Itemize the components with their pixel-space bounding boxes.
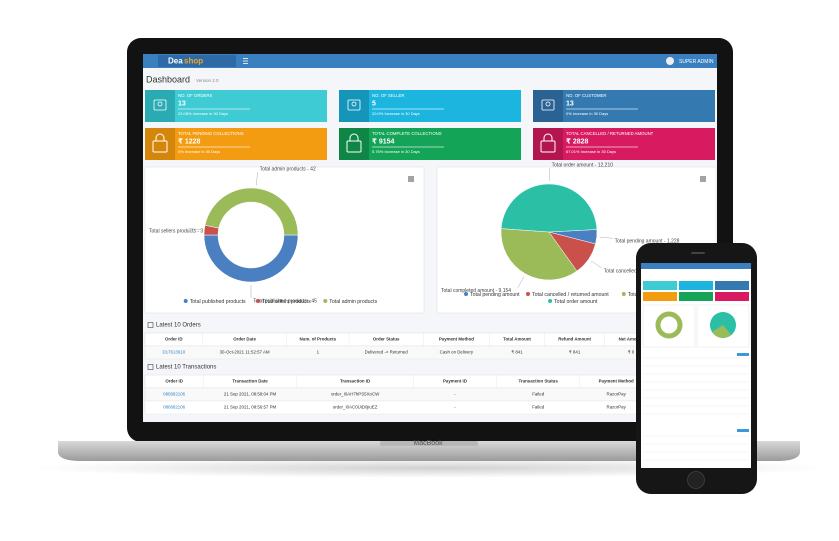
logo-accent: shop [184, 57, 203, 66]
column-header: Payment Method [599, 379, 634, 384]
legend-swatch [323, 299, 327, 303]
card-value: 13 [566, 100, 574, 107]
phone-card [643, 292, 677, 301]
column-header: Total Amount [503, 337, 531, 342]
table-cell: ₹ 841 [511, 350, 523, 355]
table-cell: 080682106 [163, 392, 186, 397]
user-name: SUPER ADMIN [679, 59, 714, 65]
column-header: Transaction Date [232, 379, 268, 384]
phone-button [737, 429, 749, 432]
card-value: 13 [178, 100, 186, 107]
card-title: TOTAL CANCELLED / RETURNED AMOUNT [566, 131, 654, 136]
table-cell: order_I0AH7hPS5XoCW [331, 392, 380, 397]
table-cell: 30-Oct-2021 11:52:57 AM [220, 350, 270, 355]
card-value: 5 [372, 100, 376, 107]
card-value: ₹ 1228 [178, 137, 200, 145]
slice-label: Total order amount - 12,210 [552, 162, 614, 168]
page-version: Version 2.0 [196, 78, 219, 83]
slice-label: Total admin products - 42 [260, 167, 316, 173]
table-cell: ₹ 0 [628, 350, 635, 355]
column-header: Order Date [233, 337, 256, 342]
legend-label: Total published products [190, 299, 246, 305]
phone-card [715, 292, 749, 301]
table-cell: Failed [532, 405, 545, 410]
card-title: NO. OF CUSTOMER [566, 93, 607, 98]
card-note: 0% Increase in 30 Days [178, 149, 220, 154]
legend-label: Total cancelled / returned amount [532, 292, 609, 298]
legend-swatch [184, 299, 188, 303]
table-cell: 080682106 [163, 405, 186, 410]
phone [636, 243, 757, 494]
table-cell: Cash on Delivery [440, 350, 474, 355]
card-title: TOTAL COMPLETE COLLECTIONS [372, 131, 442, 136]
card-note: 0% Increase in 30 Days [566, 111, 608, 116]
legend-swatch [622, 292, 626, 296]
laptop-label: MacBook [413, 440, 443, 447]
legend-swatch [464, 292, 468, 296]
table-cell: D17613610 [162, 350, 185, 355]
card-title: TOTAL PENDING COLLECTIONS [178, 131, 244, 136]
page-title: Dashboard [146, 74, 190, 84]
table-cell: 21 Sep 2021, 08:58:04 PM [224, 392, 277, 397]
phone-speaker [691, 252, 705, 254]
phone-home-button[interactable] [688, 472, 705, 489]
column-header: Num. of Products [300, 337, 337, 342]
phone-topbar [641, 263, 751, 269]
logo: Dea [168, 57, 183, 66]
card-icon-box [339, 128, 369, 160]
table-cell: 21 Sep 2021, 08:56:57 PM [224, 405, 277, 410]
avatar [666, 57, 674, 65]
card-note: 20.0% Increase in 30 Days [372, 111, 420, 116]
column-header: Order Status [373, 337, 400, 342]
card-value: ₹ 2828 [566, 137, 588, 145]
table-title: Latest 10 Transactions [156, 365, 216, 371]
column-header: Transaction Status [519, 379, 559, 384]
card-icon-box [533, 128, 563, 160]
column-header: Order ID [165, 379, 183, 384]
table-cell: ₹ 841 [569, 350, 581, 355]
legend-swatch [548, 299, 552, 303]
legend-label: Total order amount [554, 299, 598, 305]
card-value: ₹ 9154 [372, 137, 394, 145]
legend-swatch [256, 299, 260, 303]
phone-card [679, 292, 713, 301]
table-cell: Failed [532, 392, 545, 397]
column-header: Refund Amount [558, 337, 591, 342]
card-note: 5.76% Increase in 30 Days [372, 149, 420, 154]
phone-card [679, 281, 713, 290]
table-cell: Delivered -> Returned [365, 350, 409, 355]
column-header: Payment ID [443, 379, 467, 384]
legend-label: Total sellers products [262, 299, 311, 305]
card-note: 67.01% Increase in 30 Days [566, 149, 616, 154]
slice-label: Total sellers products - 3 [149, 229, 203, 235]
phone-card [715, 281, 749, 290]
card-title: NO. OF ORDERS [178, 93, 213, 98]
card-icon-box [145, 128, 175, 160]
column-header: Order ID [165, 337, 183, 342]
table-cell: RazorPay [607, 405, 627, 410]
card-note: 23.08% Increase in 30 Days [178, 111, 228, 116]
table-cell: order_I0AC0UiD0jiuEZ [333, 405, 378, 410]
column-header: Transaction ID [340, 379, 370, 384]
legend-swatch [526, 292, 530, 296]
legend-label: Total admin products [329, 299, 377, 305]
card-title: NO. OF SELLER [372, 93, 404, 98]
phone-card [643, 281, 677, 290]
legend-label: Total pending amount [470, 292, 520, 298]
column-header: Payment Method [439, 337, 474, 342]
table-cell: RazorPay [607, 392, 627, 397]
table-title: Latest 10 Orders [156, 323, 201, 329]
phone-button [737, 353, 749, 356]
